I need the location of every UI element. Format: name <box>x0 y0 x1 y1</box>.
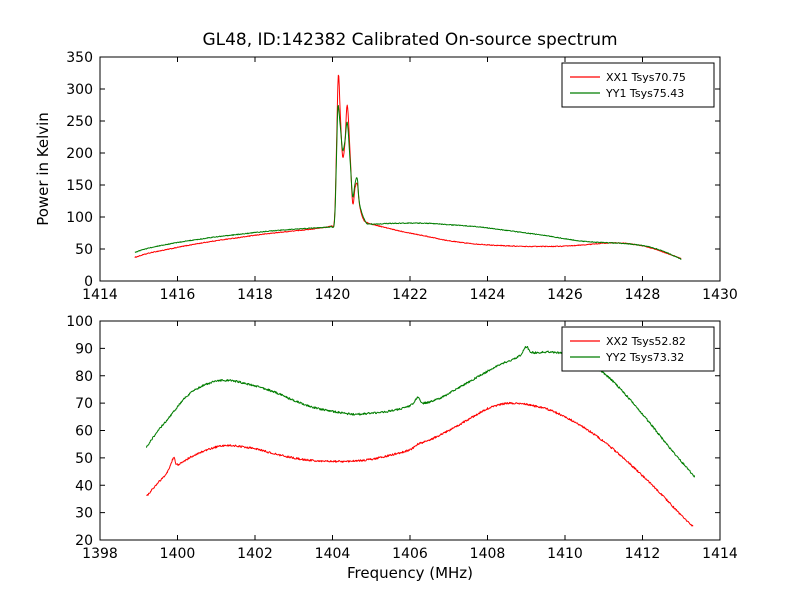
x-tick-label: 1412 <box>625 546 661 562</box>
x-tick-label: 1416 <box>160 287 196 303</box>
series-line-YY1 <box>134 105 682 260</box>
series-line-XX1 <box>134 74 682 260</box>
legend: XX1 Tsys70.75 YY1 Tsys75.43 <box>561 62 715 108</box>
x-tick-label: 1430 <box>702 287 738 303</box>
legend-label: YY1 Tsys75.43 <box>605 87 684 100</box>
x-tick-label: 1428 <box>625 287 661 303</box>
x-axis-label: Frequency (MHz) <box>347 564 473 582</box>
x-tick-label: 1402 <box>237 546 273 562</box>
y-tick-label: 350 <box>66 50 93 66</box>
y-tick-label: 50 <box>75 242 93 258</box>
legend-label: XX2 Tsys52.82 <box>606 335 686 348</box>
legend-frame <box>561 326 715 372</box>
y-tick-label: 50 <box>75 451 93 467</box>
legend-label: XX1 Tsys70.75 <box>606 71 686 84</box>
x-tick-label: 1414 <box>702 546 738 562</box>
series-line-YY2 <box>146 346 696 478</box>
y-tick-label: 40 <box>75 478 93 494</box>
y-tick-label: 80 <box>75 369 93 385</box>
y-tick-label: 250 <box>66 114 93 130</box>
legend: XX2 Tsys52.82 YY2 Tsys73.32 <box>561 326 715 372</box>
y-tick-label: 0 <box>84 274 93 290</box>
x-tick-label: 1398 <box>82 546 118 562</box>
legend-label: YY2 Tsys73.32 <box>605 351 684 364</box>
y-tick-label: 60 <box>75 424 93 440</box>
y-tick-label: 200 <box>66 146 93 162</box>
y-tick-label: 30 <box>75 506 93 522</box>
x-tick-label: 1424 <box>470 287 506 303</box>
subplot-1: 1414 1416 1418 1420 1422 1424 1426 1428 1430 0 50 1… <box>34 30 738 303</box>
y-tick-label: 70 <box>75 396 93 412</box>
y-tick-label: 90 <box>75 341 93 357</box>
data-area <box>146 346 696 527</box>
x-tick-label: 1422 <box>392 287 428 303</box>
legend-frame <box>561 62 715 108</box>
y-tick-label: 100 <box>66 314 93 330</box>
y-tick-label: 20 <box>75 533 93 549</box>
series-line-XX2 <box>146 401 694 527</box>
x-tick-label: 1418 <box>237 287 273 303</box>
data-area <box>134 74 682 260</box>
y-axis-label: Power in Kelvin <box>34 112 52 226</box>
x-tick-label: 1400 <box>160 546 196 562</box>
x-tick-label: 1426 <box>547 287 583 303</box>
y-tick-label: 300 <box>66 82 93 98</box>
x-tick-label: 1410 <box>547 546 583 562</box>
x-tick-label: 1414 <box>82 287 118 303</box>
y-tick-label: 100 <box>66 210 93 226</box>
subplot-2: 1398 1400 1402 1404 1406 1408 1410 1412 1414 20 30… <box>66 314 738 582</box>
x-tick-label: 1404 <box>315 546 351 562</box>
chart-title: GL48, ID:142382 Calibrated On-source spe… <box>202 30 617 50</box>
y-tick-label: 150 <box>66 178 93 194</box>
x-tick-label: 1420 <box>315 287 351 303</box>
x-tick-label: 1408 <box>470 546 506 562</box>
x-tick-label: 1406 <box>392 546 428 562</box>
